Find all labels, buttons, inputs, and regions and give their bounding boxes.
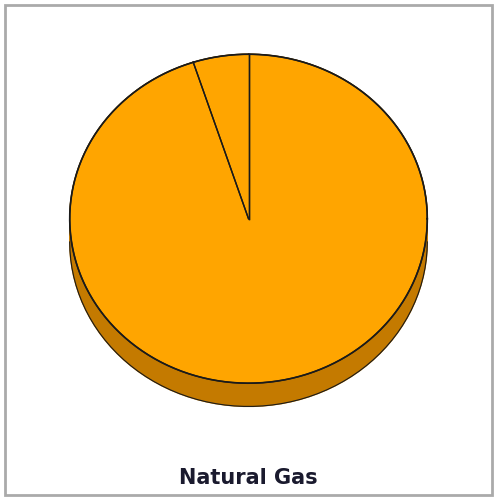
Polygon shape: [70, 218, 427, 406]
Polygon shape: [70, 54, 427, 383]
Polygon shape: [193, 54, 248, 218]
Text: Natural Gas: Natural Gas: [179, 468, 318, 488]
